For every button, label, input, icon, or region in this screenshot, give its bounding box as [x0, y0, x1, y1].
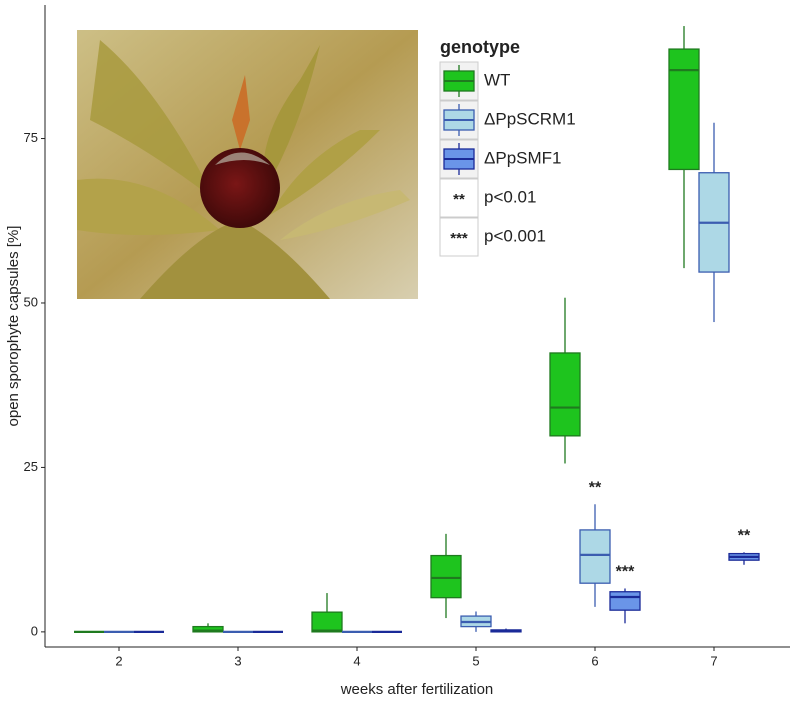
box-body [609, 591, 641, 611]
x-tick-label: 7 [710, 653, 717, 668]
box [549, 297, 581, 464]
legend-title: genotype [440, 37, 520, 57]
box [192, 623, 224, 633]
box [490, 628, 522, 633]
inset-photo [77, 30, 418, 299]
y-tick-label: 75 [24, 130, 38, 145]
significance-label: ** [738, 527, 751, 544]
box [668, 26, 700, 269]
legend-label: WT [484, 70, 510, 89]
legend-symbol: *** [450, 230, 468, 247]
box [311, 593, 343, 633]
significance-label: ** [589, 479, 602, 496]
legend-entry: ΔPpSCRM1 [439, 100, 576, 140]
significance-label: *** [616, 564, 635, 581]
y-tick-label: 50 [24, 294, 38, 309]
y-tick-label: 0 [31, 623, 38, 638]
box [460, 611, 492, 632]
box-body [192, 625, 224, 633]
box [698, 122, 730, 323]
legend-entry: ΔPpSMF1 [439, 139, 562, 179]
x-tick-label: 2 [115, 653, 122, 668]
x-tick-label: 6 [591, 653, 598, 668]
box-body [430, 554, 462, 599]
x-tick-label: 5 [472, 653, 479, 668]
legend-label: ΔPpSMF1 [484, 148, 562, 167]
x-tick-label: 3 [234, 653, 241, 668]
legend-entry: ** p<0.01 [439, 178, 536, 218]
box-body [311, 611, 343, 633]
legend-label: p<0.001 [484, 226, 546, 245]
legend-label: p<0.01 [484, 187, 536, 206]
box [609, 588, 641, 624]
x-tick-label: 4 [353, 653, 360, 668]
box [728, 552, 760, 565]
box [430, 533, 462, 619]
legend-key-bg [439, 217, 479, 257]
box-body [579, 529, 611, 584]
y-axis-title: open sporophyte capsules [%] [5, 226, 22, 427]
box [579, 504, 611, 607]
x-axis-title: weeks after fertilization [340, 681, 494, 698]
box-body [668, 48, 700, 171]
legend-entry: *** p<0.001 [439, 217, 546, 257]
legend-label: ΔPpSCRM1 [484, 109, 576, 128]
box-body [549, 352, 581, 437]
legend-symbol: ** [453, 191, 465, 208]
legend-key-bg [439, 178, 479, 218]
y-tick-label: 25 [24, 459, 38, 474]
legend-entry: WT [439, 61, 510, 101]
